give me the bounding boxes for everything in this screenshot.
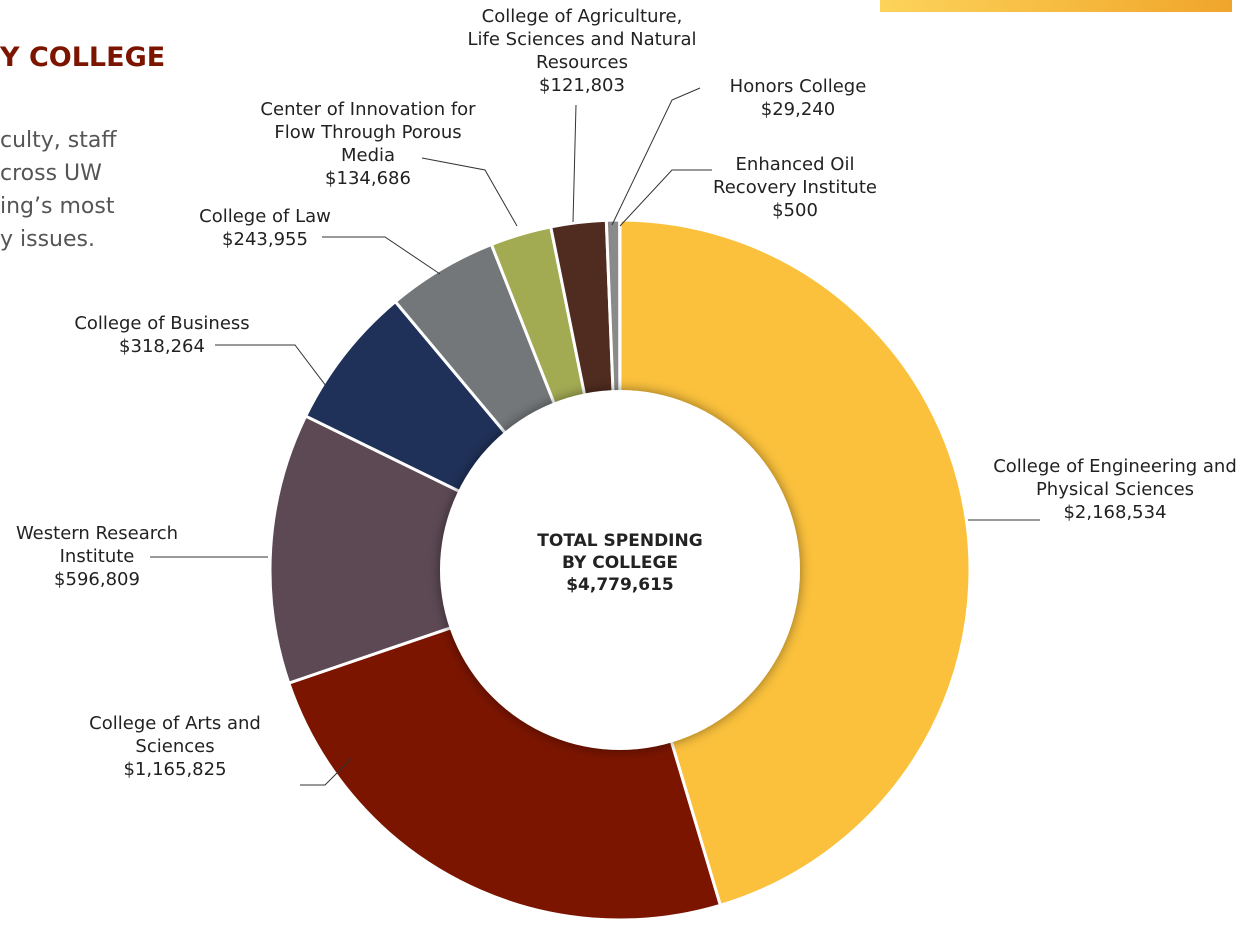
value-label: $1,165,825 — [123, 759, 227, 780]
value-label: $500 — [772, 200, 818, 221]
slice-label: College of Business $318,264 — [47, 312, 277, 358]
value-label: $596,809 — [54, 569, 140, 590]
leader-line — [572, 104, 577, 223]
slice-label: College of Law $243,955 — [185, 205, 345, 251]
category-label: College of Arts and Sciences — [89, 713, 261, 757]
slice-label: College of Arts and Sciences $1,165,825 — [75, 712, 275, 781]
donut-hole — [440, 390, 800, 750]
value-label: $134,686 — [325, 168, 411, 189]
value-label: $121,803 — [539, 75, 625, 96]
intro-line: y issues. — [0, 227, 95, 252]
leader-line — [619, 169, 712, 227]
top-bar — [880, 0, 1232, 12]
category-label: Western Research Institute — [15, 523, 179, 567]
category-label: College of Business — [74, 313, 250, 334]
intro-line: ing’s most — [0, 194, 115, 219]
value-label: $318,264 — [119, 336, 205, 357]
slice-label: Enhanced Oil Recovery Institute $500 — [710, 153, 880, 222]
category-label: College of Agriculture, Life Sciences an… — [467, 6, 697, 73]
category-label: Honors College — [729, 76, 867, 97]
slice-label: College of Engineering and Physical Scie… — [990, 455, 1240, 524]
leader-line — [611, 87, 701, 226]
heading: Y COLLEGE — [0, 42, 166, 73]
intro: culty, staff cross UW ing’s most y issue… — [0, 124, 117, 256]
leader-line — [421, 157, 518, 227]
category-label: Center of Innovation for Flow Through Po… — [260, 99, 476, 166]
category-label: College of Engineering and Physical Scie… — [993, 456, 1237, 500]
slice-label: Center of Innovation for Flow Through Po… — [258, 98, 478, 190]
center-label: TOTAL SPENDING BY COLLEGE $4,779,615 — [500, 530, 740, 596]
center-title: TOTAL SPENDING BY COLLEGE — [537, 531, 703, 573]
center-total: $4,779,615 — [566, 575, 674, 595]
slice-label: Western Research Institute $596,809 — [2, 522, 192, 591]
leader-line — [300, 757, 353, 786]
slice-label: Honors College $29,240 — [698, 75, 898, 121]
leader-line — [215, 344, 327, 387]
leader-line — [322, 236, 441, 275]
category-label: Enhanced Oil Recovery Institute — [713, 154, 877, 198]
value-label: $243,955 — [222, 229, 308, 250]
category-label: College of Law — [199, 206, 331, 227]
intro-line: culty, staff — [0, 128, 117, 153]
intro-line: cross UW — [0, 161, 102, 186]
value-label: $2,168,534 — [1063, 502, 1167, 523]
slice-label: College of Agriculture, Life Sciences an… — [467, 5, 697, 97]
value-label: $29,240 — [760, 99, 836, 120]
